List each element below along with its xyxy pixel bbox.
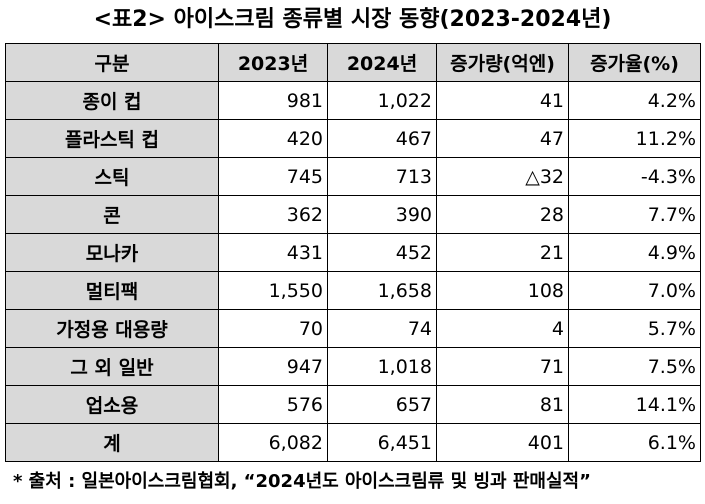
row-2023-value: 947 <box>218 347 328 386</box>
row-change-value: 81 <box>436 385 569 424</box>
row-2023-value: 576 <box>218 385 328 424</box>
header-2023: 2023년 <box>218 43 328 82</box>
row-rate-value: 14.1% <box>568 385 701 424</box>
total-2023-value: 6,082 <box>218 423 328 462</box>
row-2023-value: 420 <box>218 119 328 158</box>
table-row: 그 외 일반 947 1,018 71 7.5% <box>5 347 701 386</box>
row-change-value: 28 <box>436 195 569 234</box>
row-2024-value: 467 <box>327 119 437 158</box>
row-rate-value: 4.2% <box>568 81 701 120</box>
ice-cream-market-table: 구분 2023년 2024년 증가량(억엔) 증가율(%) 종이 컵 981 1… <box>5 43 701 462</box>
row-2024-value: 452 <box>327 233 437 272</box>
header-change: 증가량(억엔) <box>436 43 569 82</box>
row-category: 멀티팩 <box>5 271 219 310</box>
row-category: 스틱 <box>5 157 219 196</box>
table-title: <표2> 아이스크림 종류별 시장 동향(2023-2024년) <box>93 7 612 32</box>
table-row: 가정용 대용량 70 74 4 5.7% <box>5 309 701 348</box>
row-rate-value: 7.5% <box>568 347 701 386</box>
row-rate-value: 5.7% <box>568 309 701 348</box>
row-2024-value: 74 <box>327 309 437 348</box>
table-row: 업소용 576 657 81 14.1% <box>5 385 701 424</box>
row-2023-value: 745 <box>218 157 328 196</box>
row-category: 업소용 <box>5 385 219 424</box>
source-note: * 출처 : 일본아이스크림협회, “2024년도 아이스크림류 및 빙과 판매… <box>13 471 591 492</box>
row-change-value: 47 <box>436 119 569 158</box>
header-2024: 2024년 <box>327 43 437 82</box>
row-category: 종이 컵 <box>5 81 219 120</box>
total-label: 계 <box>5 423 219 462</box>
row-2023-value: 1,550 <box>218 271 328 310</box>
total-row: 계 6,082 6,451 401 6.1% <box>5 423 701 462</box>
table-row: 콘 362 390 28 7.7% <box>5 195 701 234</box>
row-change-value: 21 <box>436 233 569 272</box>
row-rate-value: 7.0% <box>568 271 701 310</box>
row-change-value: 4 <box>436 309 569 348</box>
row-change-value: △32 <box>436 157 569 196</box>
row-rate-value: -4.3% <box>568 157 701 196</box>
row-2024-value: 390 <box>327 195 437 234</box>
row-2023-value: 362 <box>218 195 328 234</box>
row-category: 모나카 <box>5 233 219 272</box>
row-category: 콘 <box>5 195 219 234</box>
table-row: 스틱 745 713 △32 -4.3% <box>5 157 701 196</box>
row-2024-value: 657 <box>327 385 437 424</box>
row-rate-value: 4.9% <box>568 233 701 272</box>
row-2024-value: 1,018 <box>327 347 437 386</box>
table-row: 종이 컵 981 1,022 41 4.2% <box>5 81 701 120</box>
row-category: 그 외 일반 <box>5 347 219 386</box>
row-2024-value: 713 <box>327 157 437 196</box>
total-rate-value: 6.1% <box>568 423 701 462</box>
row-2024-value: 1,022 <box>327 81 437 120</box>
row-change-value: 41 <box>436 81 569 120</box>
row-2023-value: 70 <box>218 309 328 348</box>
table-row: 플라스틱 컵 420 467 47 11.2% <box>5 119 701 158</box>
row-category: 플라스틱 컵 <box>5 119 219 158</box>
header-rate: 증가율(%) <box>568 43 701 82</box>
row-change-value: 71 <box>436 347 569 386</box>
row-change-value: 108 <box>436 271 569 310</box>
row-2024-value: 1,658 <box>327 271 437 310</box>
row-2023-value: 981 <box>218 81 328 120</box>
row-rate-value: 7.7% <box>568 195 701 234</box>
row-rate-value: 11.2% <box>568 119 701 158</box>
table-row: 멀티팩 1,550 1,658 108 7.0% <box>5 271 701 310</box>
row-category: 가정용 대용량 <box>5 309 219 348</box>
total-change-value: 401 <box>436 423 569 462</box>
header-category: 구분 <box>5 43 219 82</box>
row-2023-value: 431 <box>218 233 328 272</box>
table-row: 모나카 431 452 21 4.9% <box>5 233 701 272</box>
total-2024-value: 6,451 <box>327 423 437 462</box>
header-row: 구분 2023년 2024년 증가량(억엔) 증가율(%) <box>5 43 701 82</box>
